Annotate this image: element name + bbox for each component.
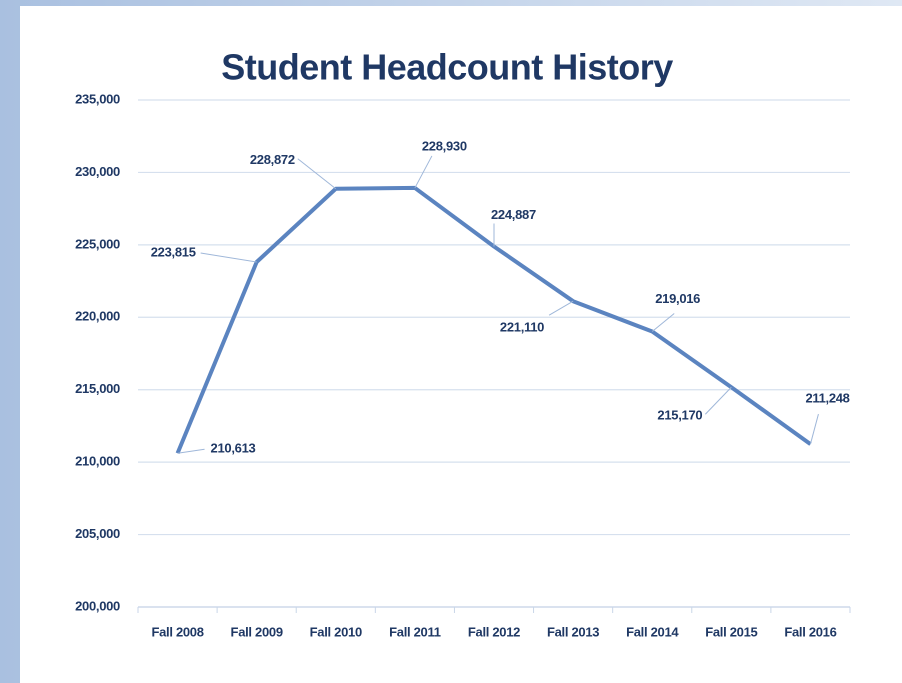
x-tick-label: Fall 2016	[784, 624, 836, 639]
leader-line	[200, 252, 257, 263]
data-label: 211,248	[805, 391, 849, 406]
data-label: 215,170	[657, 408, 702, 423]
x-tick-label: Fall 2015	[705, 624, 757, 639]
data-label: 221,110	[500, 320, 544, 335]
x-tick-label: Fall 2009	[231, 624, 283, 639]
y-tick-label: 210,000	[75, 454, 120, 469]
leader-line	[651, 313, 675, 332]
leader-line	[414, 155, 433, 189]
x-tick-label: Fall 2008	[151, 624, 203, 639]
leader-line	[704, 386, 732, 415]
data-label: 228,872	[250, 152, 295, 167]
data-label: 219,016	[655, 291, 700, 306]
y-tick-label: 220,000	[75, 309, 120, 324]
panel	[20, 6, 902, 683]
y-tick-label: 225,000	[75, 236, 120, 251]
y-tick-label: 205,000	[75, 526, 120, 541]
y-tick-label: 200,000	[75, 598, 120, 613]
data-label: 228,930	[422, 138, 467, 153]
data-label: 223,815	[151, 244, 196, 259]
data-label: 210,613	[211, 441, 256, 456]
y-tick-label: 235,000	[75, 91, 120, 106]
leader-line	[177, 448, 205, 454]
x-tick-label: Fall 2014	[626, 624, 679, 639]
x-tick-label: Fall 2010	[310, 624, 362, 639]
x-tick-label: Fall 2013	[547, 624, 599, 639]
chart-title: Student Headcount History	[221, 47, 673, 88]
leader-line	[297, 158, 337, 190]
x-tick-label: Fall 2011	[389, 624, 441, 639]
leader-line	[548, 300, 574, 316]
y-tick-label: 230,000	[75, 164, 120, 179]
x-tick-label: Fall 2012	[468, 624, 520, 639]
data-label: 224,887	[491, 207, 536, 222]
leader-line	[809, 413, 819, 445]
y-tick-label: 215,000	[75, 381, 120, 396]
